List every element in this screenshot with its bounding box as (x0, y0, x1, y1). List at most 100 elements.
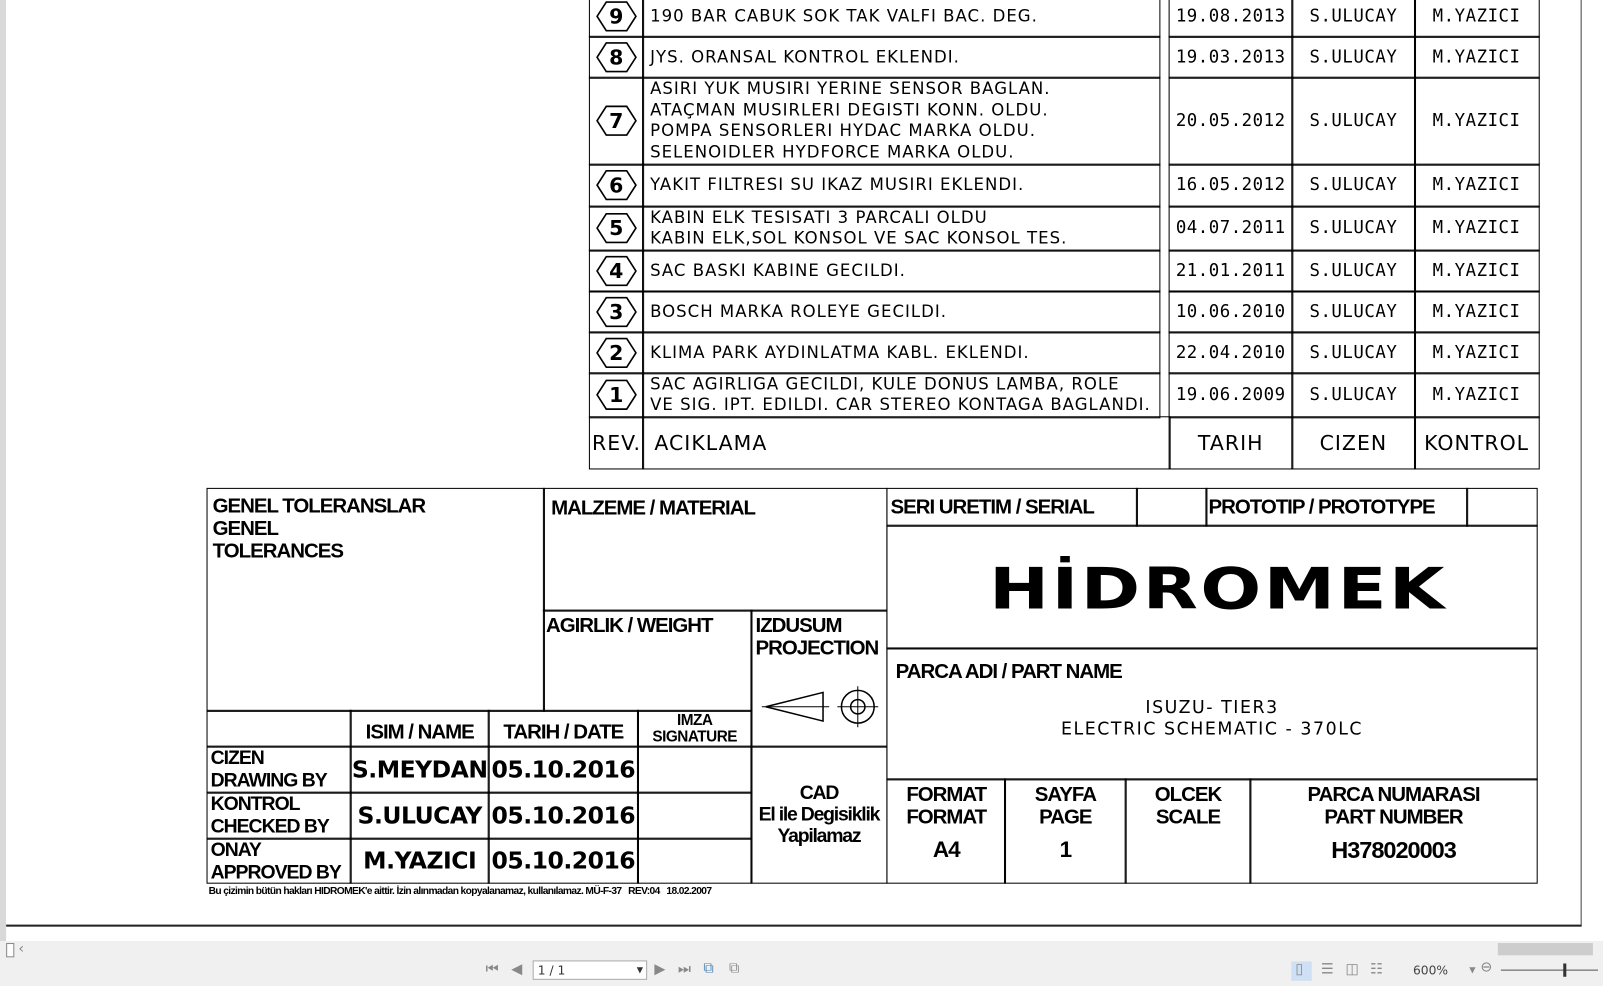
next-page-icon[interactable]: ▶ (654, 961, 666, 978)
rev-drawn-by: S.ULUCAY (1291, 0, 1416, 38)
part-name-label: PARCA ADI / PART NAME (895, 660, 1123, 684)
format-label: FORMAT FORMAT (906, 783, 987, 829)
zoom-level[interactable]: 600% (1412, 963, 1449, 978)
rev-number: 2 (588, 331, 644, 374)
date-header: TARIH / DATE (487, 709, 639, 748)
tolerances-cell: GENEL TOLERANSLAR GENEL TOLERANCES (206, 487, 545, 712)
rev-date: 22.04.2010 (1168, 331, 1293, 374)
revision-number-text: 6 (609, 174, 624, 198)
serial-checkbox (1135, 487, 1208, 527)
serial-label: SERI URETIM / SERIAL (886, 487, 1138, 527)
drawn-by-label: CIZEN DRAWING BY (206, 745, 352, 794)
scroll-left-handle[interactable] (6, 943, 15, 958)
rev-drawn-by: S.ULUCAY (1291, 331, 1416, 374)
two-page-view-icon[interactable]: ◫ (1345, 961, 1360, 978)
approved-by-name: M.YAZICI (349, 837, 490, 884)
first-page-icon[interactable]: ⏮ (485, 961, 499, 978)
revision-hexagon-icon: 4 (595, 255, 637, 286)
zoom-out-icon[interactable]: ⊖ (1480, 959, 1493, 976)
approved-signature (636, 837, 753, 884)
material-label: MALZEME / MATERIAL (551, 497, 756, 520)
scroll-left-icon[interactable]: ‹ (18, 940, 25, 958)
continuous-two-page-icon[interactable]: ☷ (1370, 961, 1383, 978)
format-value: A4 (932, 836, 961, 863)
revision-number-text: 3 (609, 300, 624, 324)
rev-number-header: REV. (588, 416, 644, 469)
rev-drawn-by: S.ULUCAY (1291, 249, 1416, 293)
rev-description: SAC AGIRLIGA GECILDI, KULE DONUS LAMBA, … (642, 372, 1160, 418)
prototype-label: PROTOTIP / PROTOTYPE (1205, 487, 1469, 527)
rev-description: JYS. ORANSAL KONTROL EKLENDI. (642, 35, 1160, 79)
rotate-icon[interactable]: ⧉ (703, 960, 714, 977)
rev-date: 19.03.2013 (1168, 35, 1293, 79)
viewer-toolbar: ‹ ⏮ ◀ 1 / 1 ▼ ▶ ⏭ ⧉ ⧉ ▯ ☰ ◫ ☷ 600% ▼ ⊖ (0, 940, 1603, 986)
scale-label: OLCEK SCALE (1154, 783, 1222, 829)
tolerances-label: GENEL TOLERANSLAR GENEL TOLERANCES (212, 495, 427, 563)
horizontal-scrollbar-thumb[interactable] (1497, 943, 1593, 956)
revision-number-text: 7 (609, 109, 624, 133)
page-cell: SAYFA PAGE 1 (1003, 778, 1127, 884)
rev-date: 04.07.2011 (1168, 205, 1293, 252)
prev-page-icon[interactable]: ◀ (511, 961, 523, 978)
checked-date: 05.10.2016 (487, 791, 639, 840)
rev-date: 20.05.2012 (1168, 76, 1293, 166)
sig-header-empty (206, 709, 352, 748)
page-number-input[interactable]: 1 / 1 ▼ (532, 960, 648, 980)
rev-description: KLIMA PARK AYDINLATMA KABL. EKLENDI. (642, 331, 1160, 374)
first-angle-projection-icon (761, 686, 879, 728)
last-page-icon[interactable]: ⏭ (677, 961, 691, 978)
rev-description: BOSCH MARKA ROLEYE GECILDI. (642, 290, 1160, 333)
rev-checked-by: M.YAZICI (1413, 372, 1540, 418)
revision-hexagon-icon: 8 (595, 41, 637, 73)
rev-number: 1 (588, 372, 644, 418)
revision-hexagon-icon: 9 (595, 0, 637, 32)
rev-description-header: ACIKLAMA (642, 416, 1171, 469)
signature-header: IMZA SIGNATURE (636, 709, 753, 748)
revision-hexagon-icon: 6 (595, 170, 637, 201)
rev-number: 3 (588, 290, 644, 333)
revision-hexagon-icon: 2 (595, 337, 637, 368)
approved-date: 05.10.2016 (487, 837, 639, 884)
projection-label: IZDUSUM PROJECTION (755, 614, 880, 660)
rev-checked-by: M.YAZICI (1413, 331, 1540, 374)
revision-hexagon-icon: 5 (595, 213, 637, 244)
rev-checked-by: M.YAZICI (1413, 35, 1540, 79)
rev-number: 6 (588, 163, 644, 208)
copyright-note: Bu çizimin bütün hakları HIDROMEK'e aitt… (208, 885, 712, 897)
zoom-dropdown-icon[interactable]: ▼ (1469, 965, 1476, 975)
rev-description: ASIRI YUK MUSIRI YERINE SENSOR BAGLAN. A… (642, 76, 1160, 166)
single-page-view-button[interactable]: ▯ (1291, 961, 1312, 981)
rev-description: YAKIT FILTRESI SU IKAZ MUSIRI EKLENDI. (642, 163, 1160, 208)
rev-drawn-by: S.ULUCAY (1291, 372, 1416, 418)
format-cell: FORMAT FORMAT A4 (886, 778, 1007, 884)
page-label: SAYFA PAGE (1034, 783, 1097, 829)
left-scrollbar[interactable] (0, 0, 7, 941)
extract-icon[interactable]: ⧉ (728, 960, 740, 977)
part-number-cell: PARCA NUMARASI PART NUMBER H378020003 (1249, 778, 1538, 884)
logo-cell: HİDROMEK (886, 524, 1538, 650)
rev-drawn-by: S.ULUCAY (1291, 76, 1416, 166)
rev-date: 16.05.2012 (1168, 163, 1293, 208)
name-header: ISIM / NAME (349, 709, 490, 748)
rev-checked-by-header: KONTROL (1413, 416, 1540, 469)
rev-checked-by: M.YAZICI (1413, 163, 1540, 208)
revision-hexagon-icon: 3 (595, 296, 637, 327)
rev-date: 19.06.2009 (1168, 372, 1293, 418)
checked-by-label: KONTROL CHECKED BY (206, 791, 352, 840)
continuous-view-icon[interactable]: ☰ (1320, 961, 1334, 978)
part-number-label: PARCA NUMARASI PART NUMBER (1307, 783, 1481, 829)
zoom-slider[interactable] (1500, 969, 1599, 971)
rev-checked-by: M.YAZICI (1413, 0, 1540, 38)
hidromek-logo: HİDROMEK (989, 555, 1448, 623)
approved-by-label: ONAY APPROVED BY (206, 837, 352, 884)
cad-note: CAD El ile Degisiklik Yapilamaz (750, 745, 888, 884)
page-value: 1 (1059, 836, 1073, 863)
rev-description: KABIN ELK TESISATI 3 PARCALI OLDU KABIN … (642, 205, 1160, 252)
revision-hexagon-icon: 7 (595, 105, 637, 137)
rev-checked-by: M.YAZICI (1413, 290, 1540, 333)
rev-description: 190 BAR CABUK SOK TAK VALFI BAC. DEG. (642, 0, 1160, 38)
zoom-slider-thumb[interactable] (1563, 963, 1567, 977)
page-dropdown-icon[interactable]: ▼ (636, 965, 644, 975)
rev-number: 5 (588, 205, 644, 252)
